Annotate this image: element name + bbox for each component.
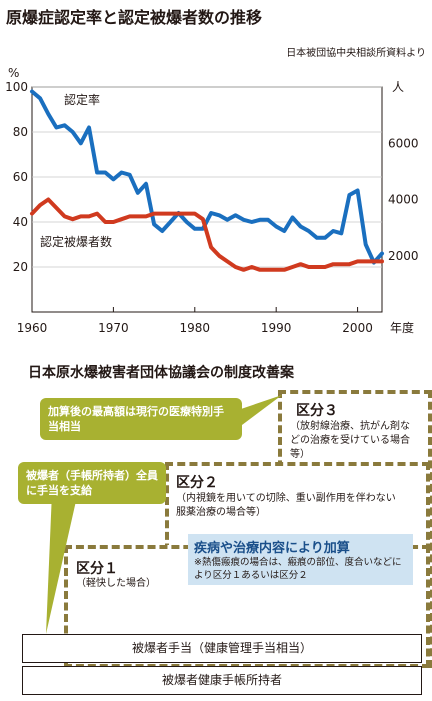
kubun1-desc: （軽快した場合） (76, 578, 156, 589)
addon-title: 疾病や治療内容により加算 (194, 541, 350, 556)
kubun1-label: 区分１ (76, 561, 118, 577)
handbook-holders-bar: 被爆者健康手帳所持者 (22, 666, 422, 695)
plot-frame (31, 86, 383, 313)
left-axis-tick-label: 40 (13, 215, 28, 229)
series-label-rate: 認定率 (64, 92, 100, 107)
line-chart: 100 80 60 40 20% 6000 4000 2000 人 1960 1970 1980 199… (5, 66, 419, 335)
left-axis-tick-label: 60 (13, 170, 28, 184)
x-axis-tick-label: 2000 (342, 321, 373, 335)
x-axis-tick-label: 1980 (180, 321, 211, 335)
x-axis-tick-label: 1990 (261, 321, 292, 335)
kubun3-desc: （放射線治療、抗がん剤などの治療を受けている場合等） (290, 421, 410, 460)
right-axis-unit: 人 (392, 80, 404, 94)
left-axis-unit: % (8, 66, 19, 80)
right-axis-tick-label: 2000 (388, 249, 419, 263)
left-axis-tick-label: 20 (13, 260, 28, 274)
kubun2-desc: （内視鏡を用いての切除、重い副作用を伴わない服薬治療の場合等） (176, 493, 396, 518)
chart-source: 日本被団協中央相談所資料より (286, 48, 426, 59)
series-label-count: 認定被爆者数 (40, 234, 112, 249)
right-axis-tick-label: 6000 (388, 136, 419, 150)
x-axis-suffix: 年度 (390, 320, 414, 335)
addon-box: 疾病や治療内容により加算 ※熱傷瘢痕の場合は、瘢痕の部位、度合いなどにより区分１… (188, 534, 413, 585)
kubun2-label: 区分２ (176, 475, 218, 491)
addon-note: ※熱傷瘢痕の場合は、瘢痕の部位、度合いなどにより区分１あるいは区分２ (194, 557, 402, 581)
bubble-top: 加算後の最高額は現行の医療特別手当相当 (40, 398, 242, 440)
allowance-bar: 被爆者手当（健康管理手当相当） (22, 634, 422, 663)
series-line-count (30, 197, 384, 272)
right-axis-tick-label: 4000 (388, 193, 419, 207)
left-axis-tick-label: 100 (5, 80, 28, 94)
left-axis-tick-label: 80 (13, 125, 28, 139)
chart-title: 原爆症認定率と認定被爆者数の推移 (6, 8, 263, 27)
proposal-title: 日本原水爆被害者団体協議会の制度改善案 (28, 365, 294, 381)
bubble-left: 被爆者（手帳所持者）全員に手当を支給 (18, 462, 166, 504)
x-axis-tick-label: 1960 (17, 321, 48, 335)
x-axis-tick-label: 1970 (98, 321, 129, 335)
series-line-rate (30, 89, 384, 265)
kubun3-label: 区分３ (296, 403, 338, 419)
